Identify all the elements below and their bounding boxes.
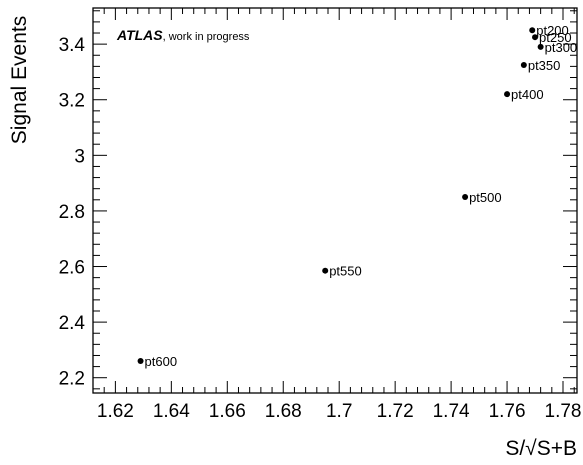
y-tick-label: 2.2 (59, 369, 85, 390)
y-axis-title: Signal Events (8, 16, 31, 144)
x-tick-label: 1.64 (153, 401, 190, 422)
data-point (137, 358, 144, 365)
data-point-label: pt550 (329, 264, 362, 279)
y-tick-label: 2.8 (59, 202, 85, 223)
data-point (529, 27, 536, 34)
x-tick-label: 1.62 (97, 401, 134, 422)
y-tick-label: 3.2 (59, 91, 85, 112)
y-tick-label: 2.6 (59, 258, 85, 279)
data-point-label: pt300 (545, 40, 578, 55)
atlas-annotation: ATLAS, work in progress (116, 27, 250, 43)
data-point-label: pt600 (145, 354, 178, 369)
atlas-label: ATLAS (116, 27, 163, 43)
atlas-note: , work in progress (163, 31, 250, 43)
x-tick-label: 1.66 (209, 401, 246, 422)
x-tick-label: 1.78 (545, 401, 582, 422)
data-point-label: pt350 (528, 58, 561, 73)
y-tick-label: 3.4 (59, 35, 86, 56)
axis-ticks (92, 8, 577, 393)
tick-labels: 1.62 1.64 1.66 1.68 1.7 1.72 1.74 1.76 1.78 2.2 2.… (59, 35, 582, 422)
x-axis-title: S/√S+B (505, 437, 577, 460)
plot-frame (92, 7, 578, 394)
data-point (322, 267, 329, 274)
data-point (537, 43, 544, 50)
data-point-label: pt250 (539, 30, 572, 45)
data-point (520, 61, 527, 68)
data-point-label: pt400 (511, 87, 544, 102)
x-tick-label: 1.7 (326, 401, 352, 422)
x-tick-label: 1.74 (433, 401, 470, 422)
y-tick-label: 3 (74, 146, 85, 167)
data-point-label: pt200 (536, 23, 569, 38)
x-tick-label: 1.76 (489, 401, 526, 422)
data-point (504, 91, 511, 98)
x-tick-label: 1.72 (377, 401, 414, 422)
x-tick-label: 1.68 (265, 401, 302, 422)
data-point (532, 34, 539, 41)
data-point (462, 194, 469, 201)
data-point-label: pt500 (469, 190, 502, 205)
y-tick-label: 2.4 (59, 313, 86, 334)
